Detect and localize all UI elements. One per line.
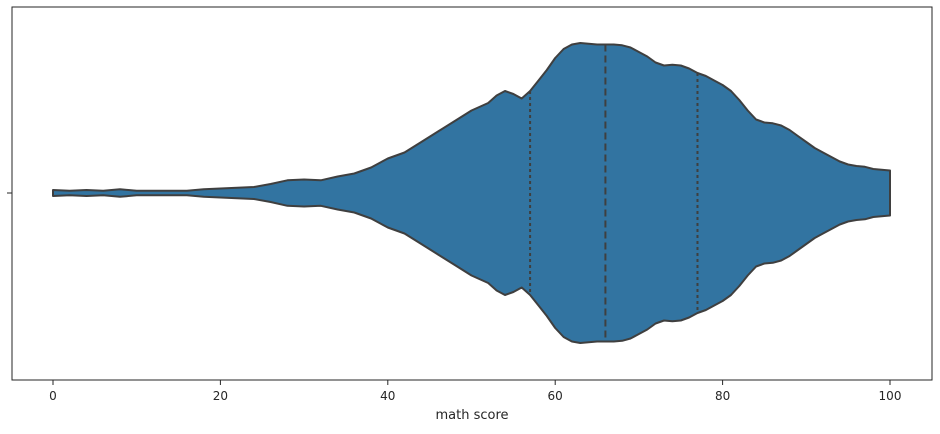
x-tick-label: 80: [715, 389, 730, 403]
quartile-layer: [529, 44, 699, 342]
violin-layer: [52, 42, 891, 344]
x-tick-label: 100: [879, 389, 902, 403]
x-tick-label: 0: [49, 389, 57, 403]
x-axis-label: math score: [435, 408, 508, 423]
x-axis: 0 20 40 60 80 100: [49, 380, 901, 403]
x-tick-label: 40: [380, 389, 395, 403]
violin-body: [52, 42, 891, 344]
x-tick-label: 20: [213, 389, 228, 403]
x-tick-label: 60: [548, 389, 563, 403]
